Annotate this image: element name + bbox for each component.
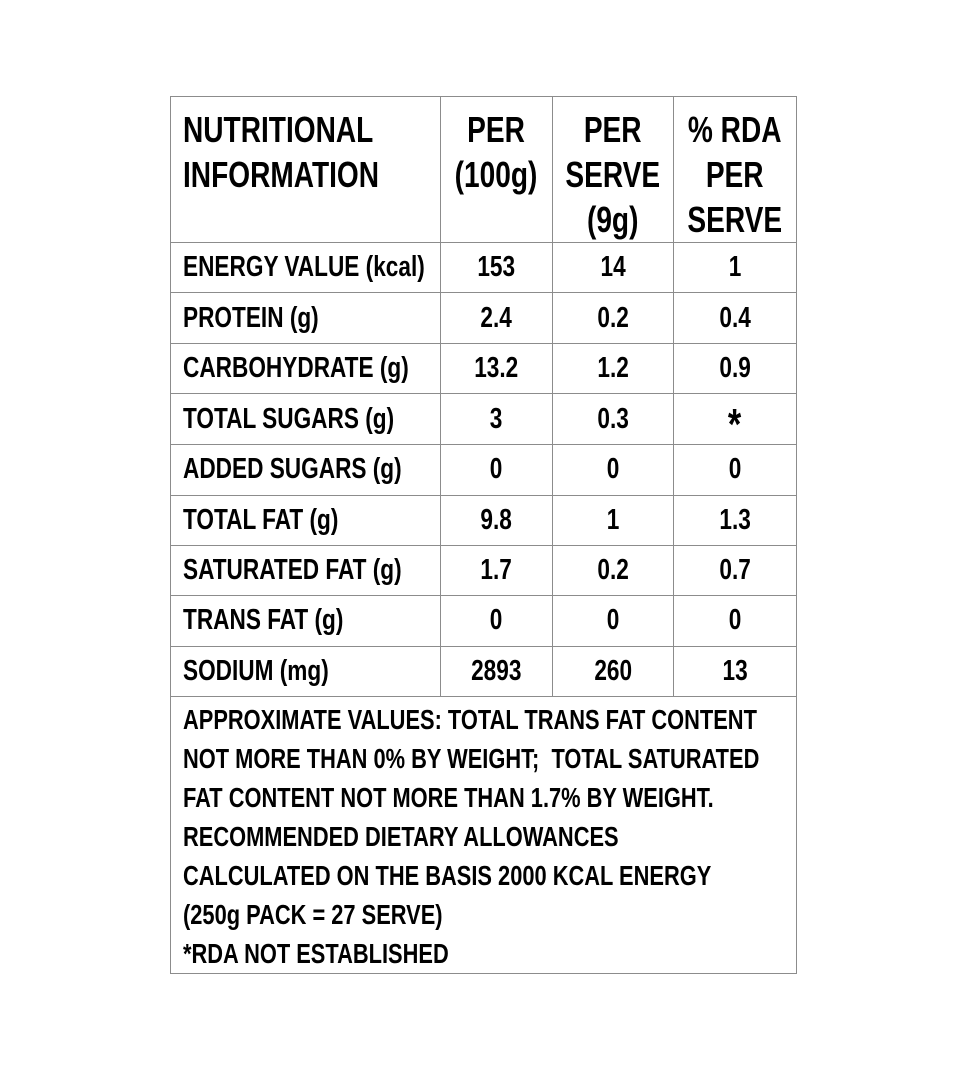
row-carbohydrate: CARBOHYDRATE (g) 13.2 1.2 0.9 [171, 342, 796, 394]
value-text: 0 [728, 453, 742, 486]
value-text: 0 [606, 453, 620, 486]
value-text: 0.2 [597, 554, 629, 587]
row-label-text: SATURATED FAT (g) [183, 554, 402, 587]
value-text: 1.2 [597, 351, 629, 384]
value-text: 2893 [471, 654, 522, 687]
value-per-100g: 153 [440, 243, 552, 293]
value-text: 0 [490, 453, 503, 486]
value-rda-per-serve: 0.4 [673, 293, 796, 343]
value-text: 0 [490, 604, 503, 637]
rda-not-established-asterisk: * [728, 400, 742, 445]
row-saturated-fat: SATURATED FAT (g) 1.7 0.2 0.7 [171, 544, 796, 596]
value-per-serve: 1 [552, 495, 673, 545]
value-per-100g: 2.4 [440, 293, 552, 343]
value-rda-per-serve: 1 [673, 243, 796, 293]
row-label-text: TRANS FAT (g) [183, 604, 344, 637]
table-header-row: NUTRITIONAL INFORMATION PER (100g) PER S… [171, 97, 796, 242]
value-text: 0 [728, 604, 742, 637]
header-per-100g-label: PER (100g) [455, 109, 538, 195]
value-text: 1 [606, 503, 620, 536]
value-text: 153 [477, 251, 516, 284]
row-label-text: ADDED SUGARS (g) [183, 453, 402, 486]
value-text: 260 [594, 654, 632, 687]
row-label: ADDED SUGARS (g) [171, 445, 440, 494]
header-per-serve: PER SERVE (9g) [552, 97, 673, 242]
value-rda-per-serve: 0 [673, 596, 796, 646]
value-per-serve: 0.2 [552, 545, 673, 596]
value-rda-per-serve: 0.7 [673, 545, 796, 596]
value-per-serve: 0 [552, 596, 673, 646]
row-total-sugars: TOTAL SUGARS (g) 3 0.3 * [171, 393, 796, 445]
header-nutritional-information: NUTRITIONAL INFORMATION [171, 97, 440, 242]
value-rda-per-serve: 1.3 [673, 495, 796, 545]
value-text: 1.7 [480, 554, 513, 587]
value-per-serve: 0.3 [552, 394, 673, 445]
row-label-text: ENERGY VALUE (kcal) [183, 251, 425, 284]
value-text: 14 [600, 251, 626, 284]
value-rda-per-serve: 0.9 [673, 343, 796, 394]
value-per-100g: 0 [440, 596, 552, 646]
value-per-serve: 0 [552, 445, 673, 495]
row-energy-value: ENERGY VALUE (kcal) 153 14 1 [171, 242, 796, 293]
row-label-text: PROTEIN (g) [183, 301, 319, 334]
value-text: 1 [728, 251, 742, 284]
value-per-100g: 1.7 [440, 545, 552, 596]
value-rda-per-serve: 13 [673, 646, 796, 696]
value-per-100g: 0 [440, 445, 552, 495]
value-per-100g: 9.8 [440, 495, 552, 545]
value-text: 1.3 [719, 503, 751, 536]
row-label: ENERGY VALUE (kcal) [171, 243, 440, 292]
value-text: 0 [606, 604, 620, 637]
value-per-serve: 0.2 [552, 293, 673, 343]
row-label-text: TOTAL FAT (g) [183, 503, 339, 536]
row-label: PROTEIN (g) [171, 293, 440, 342]
header-per-serve-label: PER SERVE (9g) [565, 109, 661, 240]
value-text: 9.8 [480, 503, 513, 536]
row-trans-fat: TRANS FAT (g) 0 0 0 [171, 595, 796, 646]
value-text: 13 [722, 654, 748, 687]
value-per-serve: 14 [552, 243, 673, 293]
header-per-100g: PER (100g) [440, 97, 552, 242]
row-total-fat: TOTAL FAT (g) 9.8 1 1.3 [171, 494, 796, 545]
row-label-text: TOTAL SUGARS (g) [183, 402, 395, 435]
value-text: 2.4 [480, 301, 513, 334]
header-rda-per-serve: % RDA PER SERVE [673, 97, 796, 242]
value-rda-per-serve: 0 [673, 445, 796, 495]
row-sodium: SODIUM (mg) 2893 260 13 [171, 645, 796, 696]
value-per-serve: 1.2 [552, 343, 673, 394]
value-text: 0.3 [597, 402, 629, 435]
row-label-text: CARBOHYDRATE (g) [183, 351, 409, 384]
row-protein: PROTEIN (g) 2.4 0.2 0.4 [171, 292, 796, 343]
footnote-text: APPROXIMATE VALUES: TOTAL TRANS FAT CONT… [183, 704, 760, 969]
row-label-text: SODIUM (mg) [183, 654, 329, 687]
table-footnote: APPROXIMATE VALUES: TOTAL TRANS FAT CONT… [171, 696, 796, 973]
header-rda-per-serve-label: % RDA PER SERVE [687, 109, 783, 240]
value-per-100g: 3 [440, 394, 552, 445]
nutrition-table: NUTRITIONAL INFORMATION PER (100g) PER S… [170, 96, 797, 974]
value-text: 0.7 [719, 554, 751, 587]
value-text: 0.4 [719, 301, 751, 334]
row-label: SATURATED FAT (g) [171, 546, 440, 595]
header-nutritional-information-label: NUTRITIONAL INFORMATION [183, 109, 380, 195]
row-label: TOTAL FAT (g) [171, 496, 440, 545]
value-per-100g: 2893 [440, 646, 552, 696]
value-per-100g: 13.2 [440, 343, 552, 394]
row-added-sugars: ADDED SUGARS (g) 0 0 0 [171, 444, 796, 495]
row-label: TOTAL SUGARS (g) [171, 394, 440, 444]
row-label: CARBOHYDRATE (g) [171, 344, 440, 393]
value-text: 0.2 [597, 301, 629, 334]
row-label: TRANS FAT (g) [171, 596, 440, 645]
value-text: 0.9 [719, 351, 751, 384]
row-label: SODIUM (mg) [171, 647, 440, 696]
value-text: 13.2 [474, 351, 519, 384]
value-text: 3 [490, 402, 503, 435]
value-rda-per-serve: * [673, 394, 796, 445]
value-per-serve: 260 [552, 646, 673, 696]
